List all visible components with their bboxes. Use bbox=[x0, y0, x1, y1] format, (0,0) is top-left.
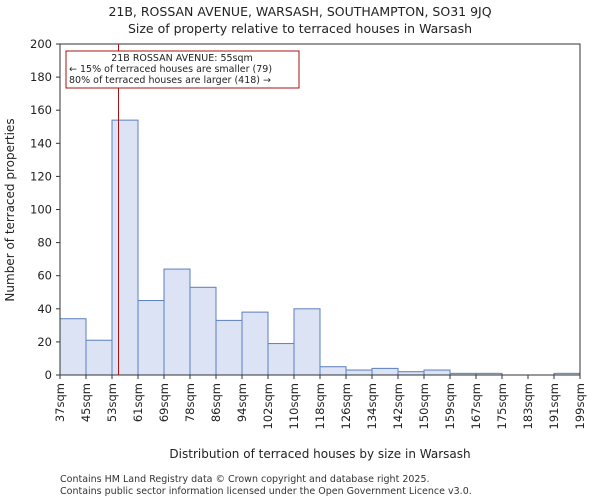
x-tick-label: 110sqm bbox=[287, 383, 301, 429]
x-tick-label: 175sqm bbox=[495, 383, 509, 429]
histogram-bar bbox=[267, 343, 295, 376]
y-tick-label: 40 bbox=[37, 302, 52, 316]
histogram-bar bbox=[215, 319, 243, 376]
x-tick-label: 94sqm bbox=[235, 383, 249, 422]
y-tick-label: 100 bbox=[30, 203, 52, 217]
x-tick-label: 69sqm bbox=[157, 383, 171, 422]
annotation-line-3: 80% of terraced houses are larger (418) … bbox=[69, 75, 271, 86]
y-tick-label: 200 bbox=[30, 37, 52, 51]
x-tick-label: 159sqm bbox=[443, 383, 457, 429]
y-tick-label: 120 bbox=[30, 169, 52, 183]
annotation-box: 21B ROSSAN AVENUE: 55sqm ← 15% of terrac… bbox=[65, 50, 300, 89]
y-tick-label: 0 bbox=[45, 368, 52, 382]
histogram-bar bbox=[345, 369, 373, 376]
histogram-bar bbox=[293, 308, 321, 376]
y-tick-label: 60 bbox=[37, 269, 52, 283]
chart-subtitle: Size of property relative to terraced ho… bbox=[128, 21, 472, 36]
histogram-bar bbox=[163, 268, 191, 376]
x-tick-label: 118sqm bbox=[313, 383, 327, 429]
y-tick-label: 140 bbox=[30, 136, 52, 150]
x-tick-label: 78sqm bbox=[183, 383, 197, 422]
x-tick-label: 134sqm bbox=[365, 383, 379, 429]
x-tick-label: 142sqm bbox=[391, 383, 405, 429]
y-tick-label: 160 bbox=[30, 103, 52, 117]
histogram-bar bbox=[59, 318, 87, 376]
y-tick-label: 20 bbox=[37, 335, 52, 349]
y-tick-label: 80 bbox=[37, 236, 52, 250]
x-tick-label: 150sqm bbox=[417, 383, 431, 429]
x-tick-label: 167sqm bbox=[469, 383, 483, 429]
histogram-bar bbox=[423, 369, 451, 376]
histogram-bar bbox=[371, 367, 399, 376]
footer-line-1: Contains HM Land Registry data © Crown c… bbox=[60, 474, 430, 485]
x-tick-label: 61sqm bbox=[131, 383, 145, 422]
chart-title: 21B, ROSSAN AVENUE, WARSASH, SOUTHAMPTON… bbox=[108, 4, 491, 19]
x-tick-label: 53sqm bbox=[105, 383, 119, 422]
y-axis-label: Number of terraced properties bbox=[3, 118, 17, 301]
plot-frame bbox=[59, 43, 581, 376]
histogram-bar bbox=[111, 119, 139, 376]
x-tick-label: 45sqm bbox=[79, 383, 93, 422]
histogram-bar bbox=[85, 339, 113, 376]
x-axis-ticks: 37sqm 45sqm 53sqm 61sqm 69sqm 78sqm 86sqm 94sqm… bbox=[53, 375, 587, 429]
x-tick-label: 191sqm bbox=[547, 383, 561, 429]
histogram-bar bbox=[319, 366, 347, 376]
annotation-line-2: ← 15% of terraced houses are smaller (79… bbox=[69, 64, 272, 75]
x-tick-label: 37sqm bbox=[53, 383, 67, 422]
annotation-line-1: 21B ROSSAN AVENUE: 55sqm bbox=[111, 53, 253, 64]
x-tick-label: 126sqm bbox=[339, 383, 353, 429]
x-tick-label: 102sqm bbox=[261, 383, 275, 429]
x-tick-label: 183sqm bbox=[521, 383, 535, 429]
footer-line-2: Contains public sector information licen… bbox=[60, 486, 472, 497]
histogram-bars bbox=[59, 119, 581, 376]
x-axis-label: Distribution of terraced houses by size … bbox=[169, 447, 470, 461]
y-axis-ticks: 0 20 40 60 80 100 120 140 160 180 200 bbox=[30, 37, 60, 382]
x-tick-label: 86sqm bbox=[209, 383, 223, 422]
y-tick-label: 180 bbox=[30, 70, 52, 84]
histogram-bar bbox=[137, 300, 165, 376]
histogram-bar bbox=[241, 311, 269, 376]
histogram-bar bbox=[189, 286, 217, 376]
annotation-frame bbox=[65, 50, 300, 89]
x-tick-label: 199sqm bbox=[573, 383, 587, 429]
